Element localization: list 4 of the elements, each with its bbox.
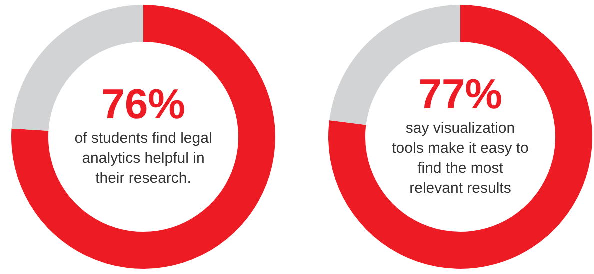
data-label: 77%: [418, 70, 503, 118]
text: say visualization tools make it easy to find the most relevant results: [392, 120, 529, 198]
data-label: 76%: [101, 80, 186, 128]
text: of students find legal analytics helpful in their research.: [74, 130, 212, 188]
